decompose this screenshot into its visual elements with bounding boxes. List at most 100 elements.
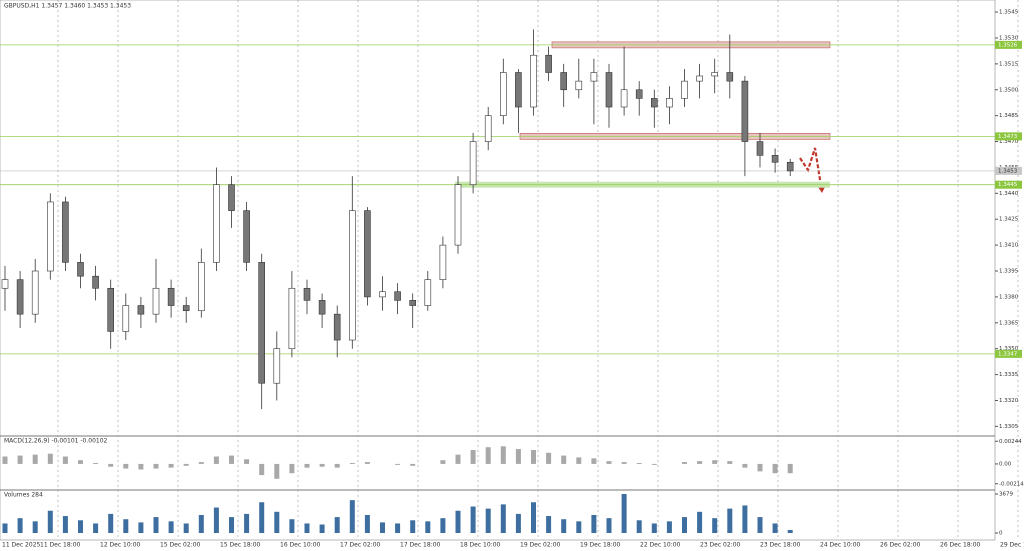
current-tag — [995, 166, 1022, 175]
candle-body — [454, 184, 462, 246]
bar — [62, 456, 68, 464]
bar — [591, 458, 597, 464]
bar — [93, 463, 99, 464]
y-tick-label: 1.3500 — [999, 87, 1019, 93]
level-tag — [995, 132, 1022, 141]
candle-body — [756, 141, 764, 156]
bar — [78, 520, 83, 533]
bar — [138, 522, 144, 533]
y-tick-label: 1.3365 — [999, 320, 1019, 326]
level-tag — [995, 40, 1022, 49]
bar — [576, 457, 582, 464]
bar — [440, 518, 446, 533]
y-tick-label: 1.3530 — [999, 35, 1019, 41]
y-tick-label: 3679 — [999, 492, 1013, 498]
bar — [546, 516, 552, 533]
bar — [304, 523, 310, 533]
bar — [123, 519, 129, 533]
candle-body — [182, 305, 190, 312]
candle-body — [696, 75, 703, 82]
bar — [395, 523, 401, 533]
bar — [47, 510, 53, 533]
candle-body — [394, 291, 401, 301]
bar — [531, 502, 536, 533]
chart-title: GBPUSD,H1 1.3457 1.3460 1.3453 1.3453 — [4, 3, 131, 10]
bar — [410, 520, 416, 533]
bar — [32, 454, 38, 464]
candle-body — [726, 72, 734, 82]
bar — [183, 463, 189, 466]
bar — [198, 514, 204, 533]
bar — [198, 462, 204, 464]
plot-frame — [0, 0, 996, 541]
bar — [591, 514, 597, 533]
bar — [500, 504, 506, 533]
candle-body — [545, 54, 552, 73]
bar — [425, 521, 431, 533]
candle-body — [122, 305, 130, 332]
bar — [78, 460, 83, 464]
candle-body — [711, 72, 719, 77]
bar — [546, 452, 552, 464]
bar — [319, 524, 325, 533]
candle-body — [590, 72, 598, 82]
bar — [485, 447, 491, 464]
bar — [32, 521, 38, 533]
bar — [727, 508, 733, 533]
bar — [62, 516, 68, 533]
y-tick-label: 1.3380 — [999, 294, 1019, 300]
x-tick-label: 11 Dec 2025 — [2, 542, 41, 549]
bar — [682, 517, 687, 533]
bar — [757, 517, 763, 533]
y-tick-label: 0.00 — [999, 461, 1012, 467]
candle-body — [439, 244, 447, 280]
y-tick-label: 1.3470 — [999, 139, 1019, 145]
bar — [153, 517, 159, 533]
candle-body — [666, 98, 673, 108]
level-label: 1.3445 — [998, 182, 1018, 188]
candle-body — [92, 275, 99, 289]
current-price-label: 1.3453 — [998, 168, 1018, 174]
volume-title: Volumes 284 — [4, 492, 43, 499]
candle-body — [771, 155, 779, 163]
candle-body — [681, 80, 688, 99]
bar — [531, 450, 536, 464]
candle-body — [77, 262, 84, 277]
bar — [168, 521, 174, 533]
bar — [682, 462, 687, 464]
bar — [213, 507, 219, 533]
bar — [636, 463, 642, 464]
bar — [470, 450, 476, 464]
candle-body — [499, 72, 507, 116]
candle-body — [333, 313, 341, 341]
bar — [2, 456, 8, 464]
candle-body — [16, 279, 24, 315]
bar — [364, 462, 370, 464]
bar — [289, 463, 295, 474]
candle-body — [228, 184, 235, 211]
bar — [485, 508, 491, 533]
candle-body — [786, 161, 794, 172]
candle-body — [620, 89, 628, 108]
x-tick-label: 29 Dec 10:00 — [1000, 542, 1024, 549]
bar — [621, 494, 627, 533]
bar — [712, 460, 718, 464]
level-label: 1.3347 — [998, 351, 1018, 357]
bar — [606, 518, 612, 533]
bar — [651, 463, 657, 465]
y-tick-label: 1.3305 — [999, 424, 1019, 430]
candle-body — [62, 201, 69, 263]
candle-body — [167, 287, 175, 306]
bar — [304, 463, 310, 468]
candle-body — [107, 287, 114, 332]
y-tick-label: 1.3515 — [999, 61, 1019, 67]
bar — [17, 455, 23, 464]
bar — [349, 463, 355, 464]
level-label: 1.3526 — [998, 42, 1018, 48]
bar — [742, 463, 748, 468]
bar — [289, 519, 295, 533]
x-tick-label: 17 Dec 02:00 — [340, 542, 381, 549]
bar — [455, 510, 461, 533]
candle-body — [530, 54, 537, 108]
